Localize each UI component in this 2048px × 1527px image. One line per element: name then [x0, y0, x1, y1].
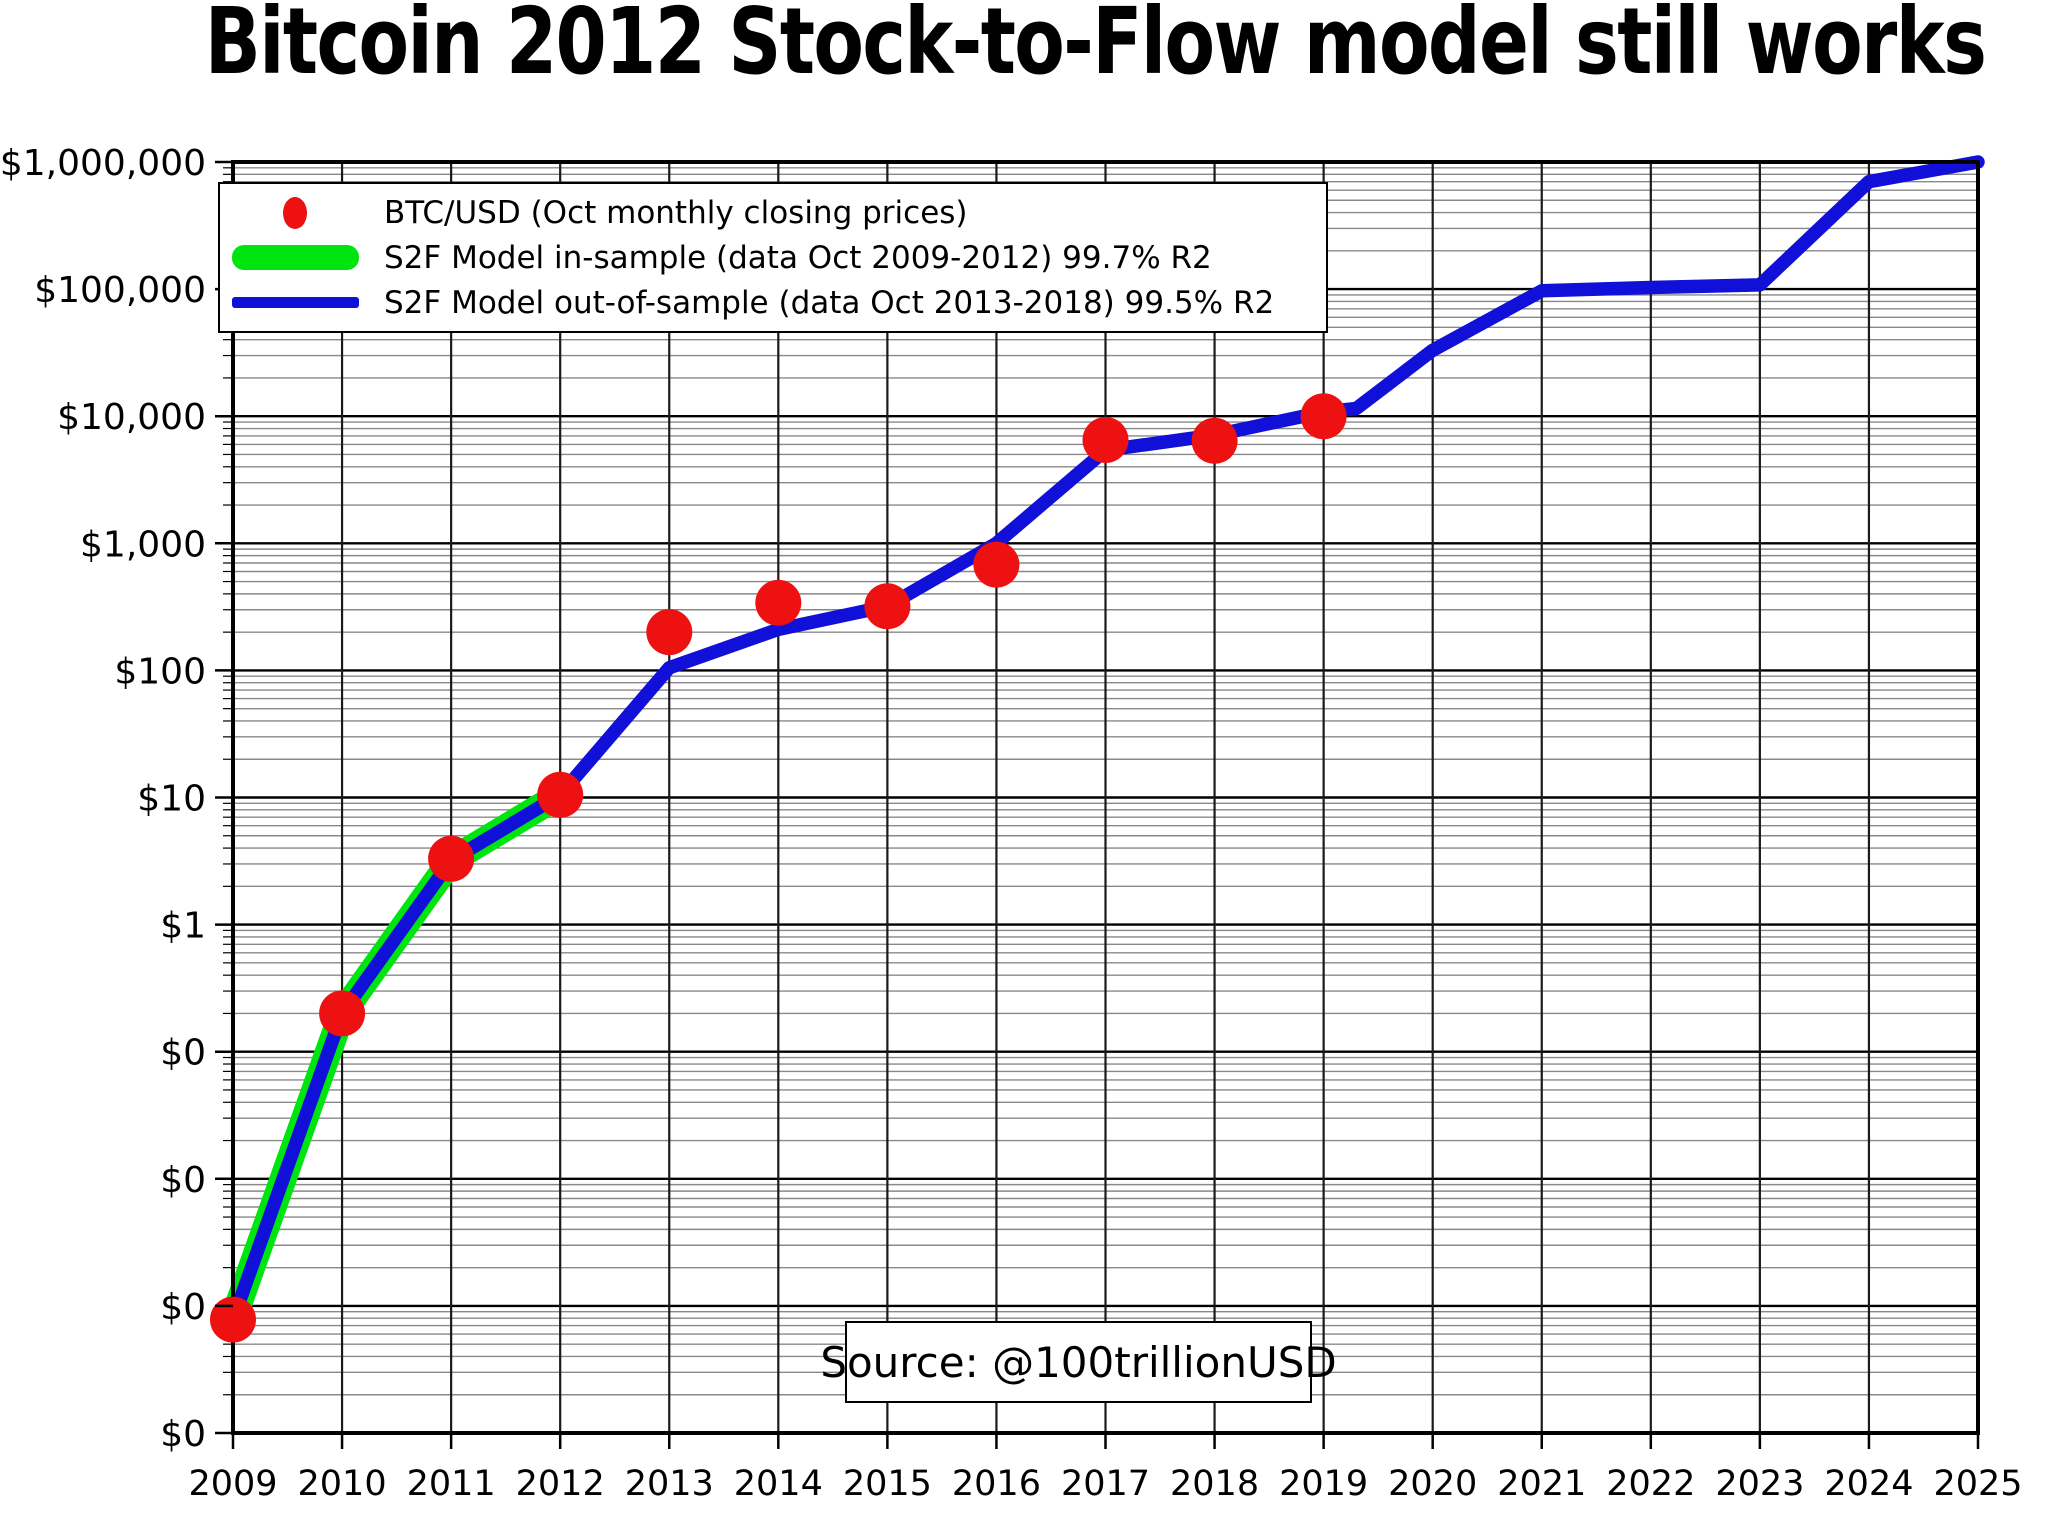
y-axis-tick-labels: $1,000,000 $100,000 $10,000 $1,000 $100 $10 $1… [0, 143, 206, 1455]
x-tick-label: 2020 [1388, 1464, 1477, 1504]
y-tick-label: $100 [114, 651, 206, 692]
x-tick-label: 2018 [1170, 1464, 1259, 1504]
x-tick-label: 2011 [407, 1464, 496, 1504]
btc-usd-data-point [319, 990, 366, 1037]
source-text: Source: @100trillionUSD [820, 1337, 1337, 1387]
x-tick-label: 2022 [1606, 1464, 1695, 1504]
legend-item-s2f-in-sample: S2F Model in-sample (data Oct 2009-2012)… [220, 236, 1326, 280]
y-tick-label: $1,000 [80, 524, 206, 565]
legend-marker-box [220, 196, 370, 229]
legend-item-btc-usd: BTC/USD (Oct monthly closing prices) [220, 191, 1326, 235]
btc-usd-data-point [864, 583, 911, 630]
y-tick-label: $0 [160, 1414, 206, 1455]
y-tick-label: $0 [160, 1287, 206, 1328]
source-box: Source: @100trillionUSD [820, 1321, 1337, 1403]
btc-usd-data-point [428, 835, 475, 882]
green-line-marker-icon [231, 245, 359, 270]
y-tick-label: $1,000,000 [0, 143, 206, 184]
x-tick-label: 2017 [1061, 1464, 1150, 1504]
x-tick-label: 2010 [298, 1464, 387, 1504]
btc-usd-data-point [973, 541, 1020, 588]
x-tick-label: 2016 [952, 1464, 1041, 1504]
x-tick-label: 2009 [188, 1464, 277, 1504]
y-tick-label: $0 [160, 1033, 206, 1074]
legend-item-s2f-out-of-sample: S2F Model out-of-sample (data Oct 2013-2… [220, 281, 1326, 325]
x-axis-tick-labels: 2009 2010 2011 2012 2013 2014 2015 2016 2017 2018… [188, 1464, 2022, 1504]
chart-title: Bitcoin 2012 Stock-to-Flow model still w… [204, 0, 1987, 95]
x-tick-label: 2015 [843, 1464, 932, 1504]
axis-major-ticks [215, 160, 1980, 1449]
btc-usd-data-point [755, 579, 802, 626]
x-tick-label: 2019 [1279, 1464, 1368, 1504]
x-tick-label: 2014 [734, 1464, 823, 1504]
btc-usd-data-point [210, 1296, 256, 1343]
legend-marker-box [220, 245, 370, 270]
legend-marker-box [220, 297, 370, 308]
btc-usd-data-point [1191, 417, 1238, 464]
y-tick-label: $10,000 [57, 397, 206, 438]
btc-usd-data-point [1300, 393, 1347, 440]
y-tick-label: $100,000 [34, 270, 206, 311]
btc-usd-data-point [537, 771, 584, 818]
x-tick-label: 2023 [1715, 1464, 1804, 1504]
x-tick-label: 2012 [516, 1464, 605, 1504]
y-tick-label: $1 [160, 906, 206, 947]
red-dot-marker-icon [283, 196, 307, 229]
btc-usd-dots [210, 393, 1347, 1343]
x-tick-label: 2024 [1824, 1464, 1913, 1504]
x-tick-label: 2013 [625, 1464, 714, 1504]
x-tick-label: 2025 [1933, 1464, 2022, 1504]
blue-line-marker-icon [231, 297, 359, 308]
legend-label-btc-usd: BTC/USD (Oct monthly closing prices) [384, 194, 968, 231]
legend-label-s2f-in-sample: S2F Model in-sample (data Oct 2009-2012)… [384, 239, 1212, 276]
legend: BTC/USD (Oct monthly closing prices) S2F… [218, 182, 1328, 333]
x-tick-label: 2021 [1497, 1464, 1586, 1504]
y-tick-label: $10 [137, 779, 206, 820]
legend-label-s2f-out-of-sample: S2F Model out-of-sample (data Oct 2013-2… [384, 284, 1275, 321]
btc-usd-data-point [1082, 417, 1129, 463]
y-tick-label: $0 [160, 1160, 206, 1201]
btc-usd-data-point [646, 609, 693, 656]
